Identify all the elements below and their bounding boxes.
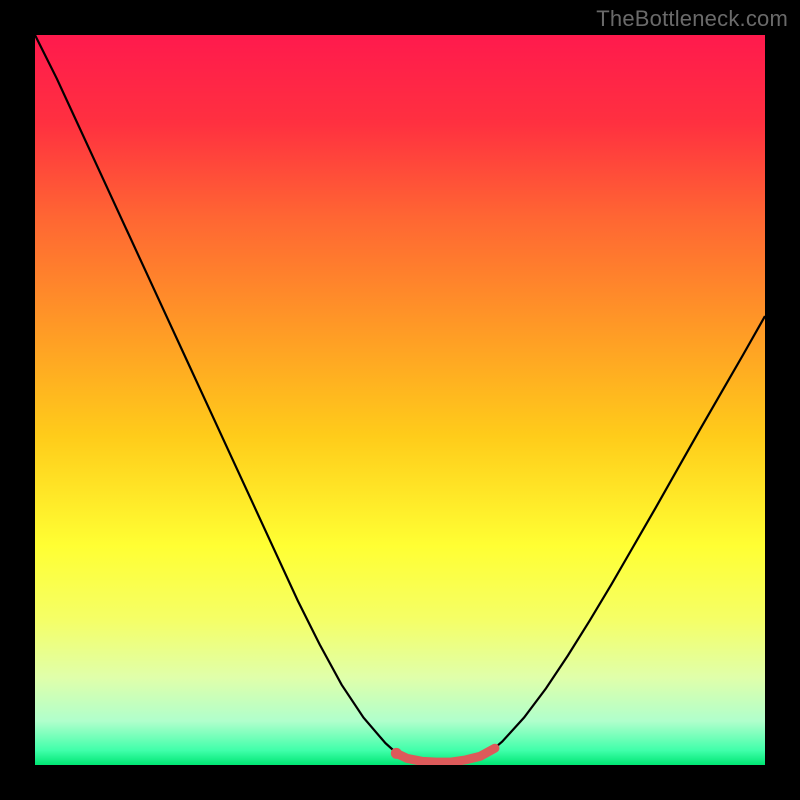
- watermark-label: TheBottleneck.com: [596, 6, 788, 32]
- chart-container: [0, 0, 800, 800]
- optimal-range-start-marker: [391, 748, 402, 759]
- bottleneck-curve-chart: [0, 0, 800, 800]
- chart-gradient-background: [35, 35, 765, 765]
